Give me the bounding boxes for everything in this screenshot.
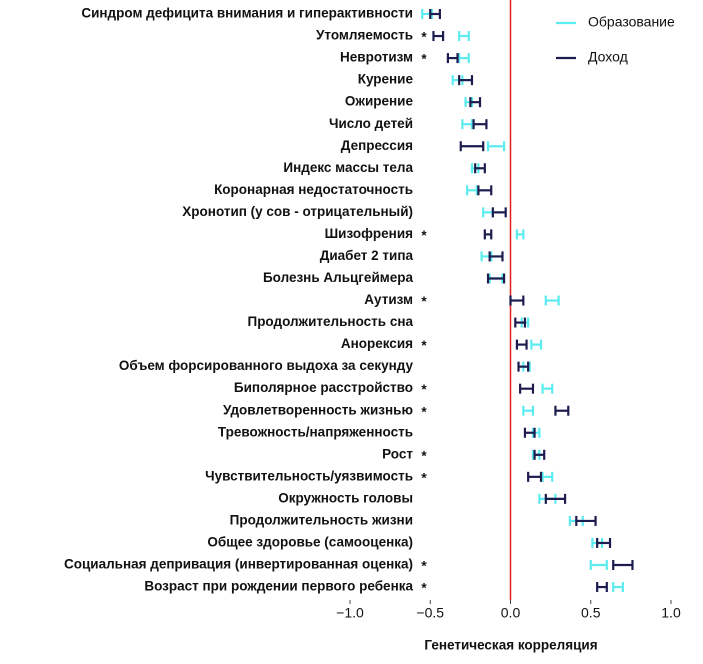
significance-marker: * [421, 338, 427, 353]
row-label: Рост [382, 446, 413, 461]
error-bar [575, 515, 597, 526]
error-bar [554, 405, 570, 416]
significance-marker: * [421, 30, 427, 45]
error-bar [482, 207, 494, 218]
significance-marker: * [421, 448, 427, 463]
legend-label: Образование [588, 14, 675, 30]
row-label: Продолжительность сна [247, 314, 413, 329]
significance-marker: * [421, 294, 427, 309]
error-bar [461, 119, 474, 130]
error-bar [459, 141, 485, 152]
row-label: Биполярное расстройство [234, 380, 413, 395]
x-axis-label: Генетическая корреляция [424, 638, 597, 653]
row-label: Социальная депривация (инвертированная о… [64, 557, 413, 572]
error-bar [596, 582, 608, 593]
error-bar [491, 207, 507, 218]
x-tick-label: 1.0 [661, 605, 681, 621]
x-tick-label: −0.5 [416, 605, 444, 621]
error-bar [515, 229, 525, 240]
error-bar [488, 251, 504, 262]
significance-marker: * [421, 228, 427, 243]
row-label: Чувствительность/уязвимость [205, 468, 413, 483]
row-label: Невротизм [340, 50, 413, 65]
error-bar [544, 295, 560, 306]
row-label: Общее здоровье (самооценка) [207, 535, 413, 550]
row-label: Окружность головы [278, 490, 413, 505]
error-bar [446, 53, 459, 64]
error-bar [458, 31, 470, 42]
error-bar [544, 493, 567, 504]
error-bar [472, 119, 488, 130]
error-bar [483, 229, 493, 240]
error-bar [527, 471, 543, 482]
error-bar [514, 317, 527, 328]
error-bar [517, 361, 530, 372]
error-bar [596, 537, 612, 548]
error-bar [589, 560, 608, 570]
row-label: Тревожность/напряженность [218, 424, 413, 439]
x-tick-label: −1.0 [336, 605, 364, 621]
row-label: Индекс массы тела [283, 160, 413, 175]
x-tick-label: 0.5 [581, 605, 601, 621]
row-label: Продолжительность жизни [230, 512, 413, 527]
error-bar [486, 141, 506, 152]
error-bar [523, 427, 536, 438]
error-bar [541, 383, 554, 394]
row-label: Возраст при рождении первого ребенка [144, 579, 413, 594]
row-label: Шизофрения [325, 226, 413, 241]
error-bar [469, 97, 482, 108]
row-label: Диабет 2 типа [320, 248, 414, 263]
significance-marker: * [421, 52, 427, 67]
error-bar [466, 185, 478, 196]
error-bar [432, 31, 445, 42]
error-bar [474, 163, 486, 174]
error-bar [612, 582, 624, 593]
error-bar [541, 471, 554, 482]
row-label: Анорексия [341, 336, 413, 351]
row-label: Курение [358, 72, 414, 87]
x-tick-label: 0.0 [501, 605, 521, 621]
row-label: Объем форсированного выдоха за секунду [119, 358, 414, 373]
error-bar [522, 405, 535, 416]
error-bar [533, 449, 546, 460]
row-label: Ожирение [345, 94, 414, 109]
error-bar [458, 75, 474, 86]
row-label: Коронарная недостаточность [214, 182, 413, 197]
row-label: Утомляемость [316, 28, 413, 43]
significance-marker: * [421, 559, 427, 574]
significance-marker: * [421, 382, 427, 397]
significance-marker: * [421, 404, 427, 419]
error-bar [429, 9, 441, 19]
error-bar [612, 560, 634, 570]
row-label: Хронотип (у сов - отрицательный) [182, 204, 413, 219]
row-label: Депрессия [341, 138, 413, 153]
row-label: Синдром дефицита внимания и гиперактивно… [81, 6, 413, 21]
legend-label: Доход [588, 49, 628, 65]
significance-marker: * [421, 470, 427, 485]
row-label: Удовлетворенность жизнью [223, 402, 413, 417]
error-bar [458, 53, 470, 64]
error-bar [509, 295, 525, 306]
row-label: Болезнь Альцгеймера [263, 270, 414, 285]
error-bar [477, 185, 493, 196]
error-bar [515, 339, 528, 350]
error-bar [519, 383, 535, 394]
significance-marker: * [421, 581, 427, 596]
row-label: Число детей [329, 116, 413, 131]
error-bar [530, 339, 543, 350]
error-bar [486, 273, 506, 284]
row-label: Аутизм [364, 292, 413, 307]
